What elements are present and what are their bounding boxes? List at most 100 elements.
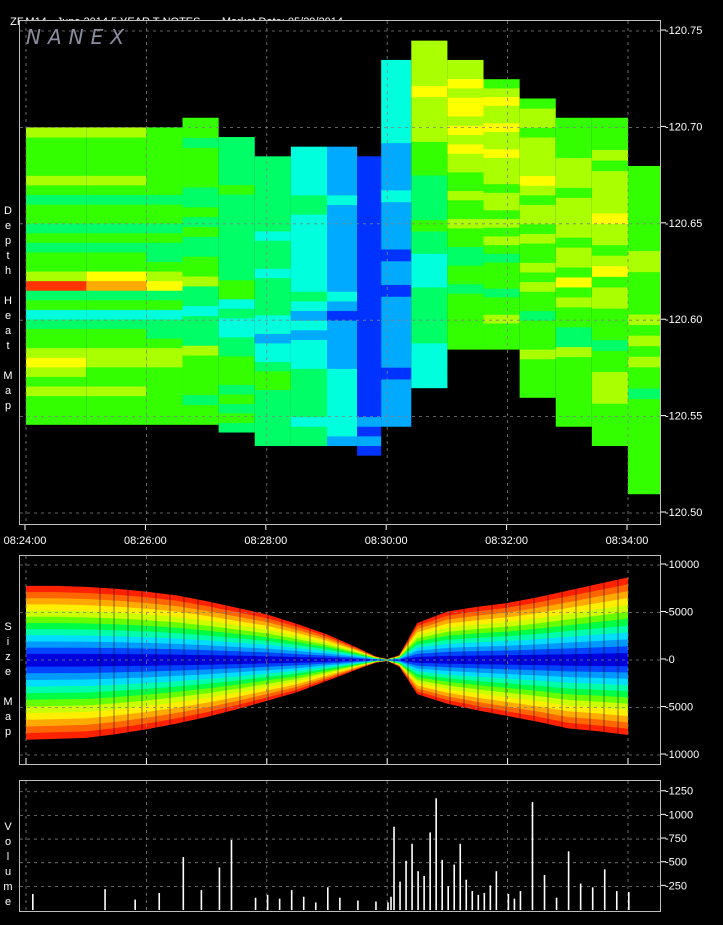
volume-bar <box>543 874 546 910</box>
volume-bar <box>393 826 395 910</box>
heat-cell <box>381 130 412 144</box>
heat-cell <box>483 79 520 89</box>
heat-cell <box>357 397 382 408</box>
heat-cell <box>447 106 484 117</box>
heat-cell <box>447 115 484 126</box>
heat-cell <box>483 322 520 333</box>
volume-bar <box>423 875 425 910</box>
heat-cell <box>555 356 592 368</box>
heat-cell <box>26 414 87 425</box>
heat-cell <box>182 196 219 208</box>
heat-cell <box>519 117 556 128</box>
heat-cell <box>483 183 520 193</box>
heat-cell <box>381 237 412 250</box>
heat-cell <box>146 261 183 272</box>
heat-cell <box>290 214 327 225</box>
heat-cell <box>182 147 219 158</box>
volume-bar <box>628 892 630 910</box>
heat-cell <box>146 251 183 262</box>
heat-cell <box>447 59 484 70</box>
heat-cell <box>26 309 87 320</box>
heat-cell <box>447 78 484 89</box>
heat-cell <box>519 310 556 321</box>
heat-cell <box>591 234 628 246</box>
heat-cell <box>628 345 660 357</box>
heat-cell <box>146 357 183 368</box>
heat-cell <box>290 204 327 215</box>
heat-cell <box>146 156 183 167</box>
heat-cell <box>26 357 87 368</box>
heat-cell <box>411 309 448 322</box>
time-tick-label: 08:26:00 <box>124 535 167 547</box>
heat-cell <box>357 291 382 302</box>
heat-cell <box>86 213 147 224</box>
heat-cell <box>447 209 484 220</box>
heat-cell <box>86 194 147 205</box>
heat-cell <box>357 252 382 263</box>
heat-cell <box>86 309 147 320</box>
volume-bar <box>339 897 341 910</box>
heat-cell <box>411 186 448 198</box>
heat-cell <box>218 374 255 385</box>
heat-cell <box>290 387 327 398</box>
heat-cell <box>483 122 520 132</box>
heat-cell <box>218 251 255 262</box>
heat-cell <box>483 114 520 124</box>
heat-cell <box>290 310 327 321</box>
heat-cell <box>628 451 660 463</box>
heat-cell <box>218 412 255 424</box>
heat-cell <box>519 320 556 331</box>
heat-cell <box>327 223 358 234</box>
heatmap-price-axis: -120.75 -120.70 -120.65 -120.60 -120.55 -120.… <box>661 25 702 519</box>
heat-cell <box>591 276 628 288</box>
heat-cell <box>591 160 628 172</box>
heat-cell <box>26 405 87 416</box>
volume-bar <box>200 890 203 910</box>
heat-cell <box>381 83 412 96</box>
heat-cell <box>555 227 592 238</box>
heat-cell <box>182 226 219 237</box>
heat-cell <box>290 435 327 447</box>
volume-bar <box>603 869 606 910</box>
heat-cell <box>483 288 520 298</box>
heat-cell <box>26 328 87 339</box>
heat-cell <box>411 208 448 221</box>
volume-chart <box>20 781 660 911</box>
heat-cell <box>591 403 628 415</box>
heat-cell <box>290 291 327 302</box>
volume-bar <box>32 893 34 910</box>
heat-cell <box>86 290 147 301</box>
heat-cell <box>146 184 183 195</box>
heat-cell <box>447 274 484 285</box>
heat-cell <box>628 271 660 283</box>
heat-cell <box>357 165 382 177</box>
heat-cell <box>182 364 219 376</box>
heat-cell <box>254 277 291 288</box>
heat-cell <box>327 368 358 379</box>
heat-cell <box>628 356 660 368</box>
heat-cell <box>447 227 484 238</box>
heat-cell <box>591 265 628 277</box>
heat-cell <box>290 416 327 427</box>
heat-cell <box>182 315 219 326</box>
heat-cell <box>182 285 219 297</box>
heat-cell <box>483 131 520 141</box>
heat-cell <box>86 261 147 272</box>
heat-cell <box>591 382 628 394</box>
heat-cell <box>555 207 592 218</box>
heat-cell <box>483 253 520 263</box>
heat-cell <box>483 192 520 202</box>
heat-cell <box>182 355 219 366</box>
heat-cell <box>591 297 628 309</box>
heat-cell <box>357 329 382 340</box>
heat-cell <box>254 165 291 176</box>
heat-cell <box>411 130 448 142</box>
heat-cell <box>146 165 183 176</box>
heat-cell <box>519 185 556 196</box>
heat-cell <box>411 51 448 64</box>
heat-cell <box>182 394 219 406</box>
heat-cell <box>86 338 147 349</box>
heat-cell <box>381 59 412 73</box>
heat-cell <box>218 137 255 148</box>
heat-cell <box>447 125 484 136</box>
